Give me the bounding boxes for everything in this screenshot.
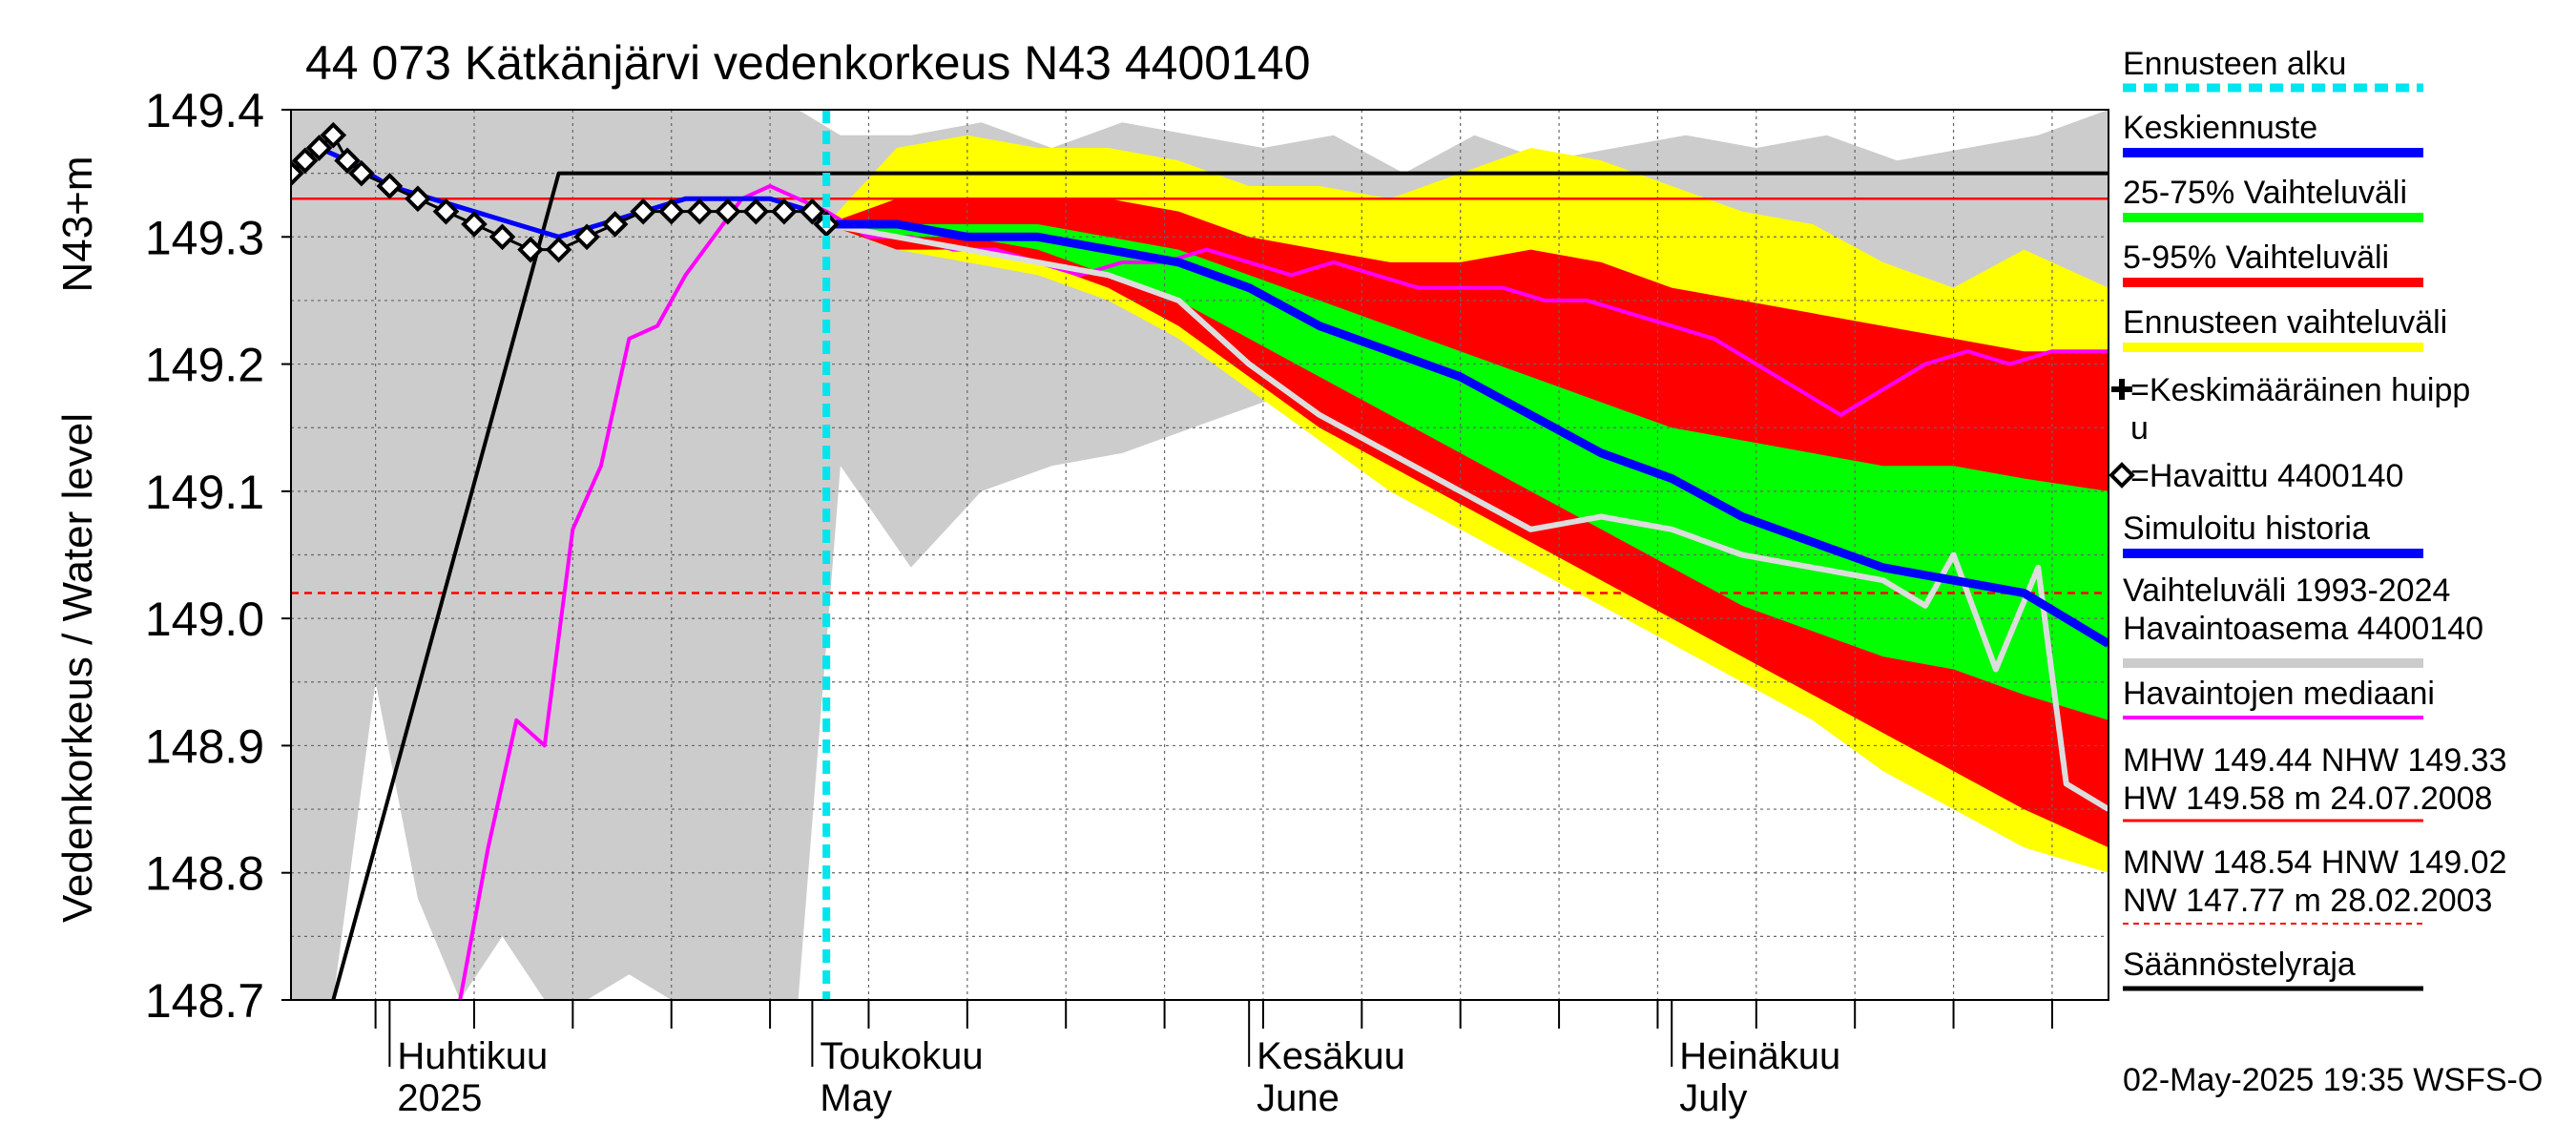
y-tick-label: 149.1 (145, 466, 264, 519)
legend-label: Havaintoasema 4400140 (2123, 611, 2483, 647)
x-month-sublabel: 2025 (397, 1077, 482, 1119)
legend-label: MHW 149.44 NHW 149.33 (2123, 742, 2507, 779)
observed-point (517, 236, 544, 263)
observed-point (573, 223, 600, 251)
y-axis-label: Vedenkorkeus / Water level (54, 413, 101, 923)
observed-point (714, 198, 741, 225)
x-month-label: Heinäkuu (1679, 1035, 1840, 1077)
legend-label: Simuloitu historia (2123, 510, 2370, 547)
observed-point (305, 135, 333, 161)
y-axis-unit: N43+m (54, 156, 101, 292)
x-month-label: Huhtikuu (397, 1035, 548, 1077)
x-month-sublabel: May (820, 1077, 892, 1119)
observed-point (545, 236, 572, 263)
observed-point (291, 147, 319, 175)
legend-label: NW 147.77 m 28.02.2003 (2123, 883, 2492, 919)
x-month-label: Kesäkuu (1257, 1035, 1405, 1077)
legend: Ennusteen alku Keskiennuste 25-75% Vaihtel… (2109, 46, 2507, 991)
observed-point (291, 159, 304, 187)
observed-point (657, 198, 685, 225)
observed-point (348, 159, 375, 187)
y-tick-label: 149.0 (145, 593, 264, 646)
legend-plus-icon (2111, 379, 2132, 400)
observed-point (376, 173, 404, 199)
y-tick-label: 149.4 (145, 84, 264, 137)
legend-label: u (2130, 410, 2149, 447)
observed-point (432, 198, 460, 225)
observed-point (320, 121, 347, 149)
x-month-sublabel: July (1679, 1077, 1747, 1119)
observed-point (742, 198, 770, 225)
observed-point (799, 198, 826, 225)
observed-point (334, 147, 361, 175)
y-tick-label: 149.2 (145, 339, 264, 392)
observed-point (461, 211, 488, 238)
legend-label: 5-95% Vaihteluväli (2123, 239, 2389, 276)
plot-area (291, 110, 2109, 1000)
history-trace-line (825, 221, 2109, 812)
y-tick-label: 148.7 (145, 974, 264, 1028)
legend-label: =Keskimääräinen huipp (2130, 372, 2470, 408)
regulation-limit-line (331, 171, 2109, 1000)
legend-label: MNW 148.54 HNW 149.02 (2123, 844, 2507, 881)
legend-label: HW 149.58 m 24.07.2008 (2123, 781, 2492, 817)
y-tick-label: 149.3 (145, 211, 264, 264)
legend-label: Ennusteen vaihteluväli (2123, 304, 2447, 341)
legend-label: Keskiennuste (2123, 110, 2317, 146)
legend-label: 25-75% Vaihteluväli (2123, 175, 2407, 211)
legend-label: Säännöstelyraja (2123, 947, 2356, 983)
observed-point (686, 198, 714, 225)
observed-point (405, 185, 431, 213)
plot-frame (290, 109, 2109, 1001)
x-month-label: Toukokuu (820, 1035, 983, 1077)
observed-point (771, 198, 798, 225)
mean-forecast-line (826, 219, 2109, 648)
observed-median-line (458, 184, 2109, 1000)
legend-label: =Havaittu 4400140 (2130, 458, 2403, 494)
observed-point (601, 211, 629, 238)
y-tick-label: 148.9 (145, 719, 264, 773)
range-25-75-band (826, 224, 2109, 720)
range-5-95-band (826, 198, 2109, 848)
y-tick-label: 148.8 (145, 847, 264, 901)
chart-title: 44 073 Kätkänjärvi vedenkorkeus N43 4400… (305, 36, 1311, 90)
x-month-sublabel: June (1257, 1077, 1340, 1119)
observed-point (488, 223, 516, 251)
axes: 149.4 149.3 149.2 149.1 149.0 148.9 148.8 148.7… (145, 84, 2109, 1119)
legend-diamond-icon (2109, 462, 2135, 489)
legend-label: Havaintojen mediaani (2123, 676, 2435, 712)
timestamp: 02-May-2025 19:35 WSFS-O (2123, 1062, 2543, 1098)
legend-label: Ennusteen alku (2123, 46, 2346, 82)
legend-label: Vaihteluväli 1993-2024 (2123, 572, 2450, 609)
observed-point (630, 198, 657, 225)
